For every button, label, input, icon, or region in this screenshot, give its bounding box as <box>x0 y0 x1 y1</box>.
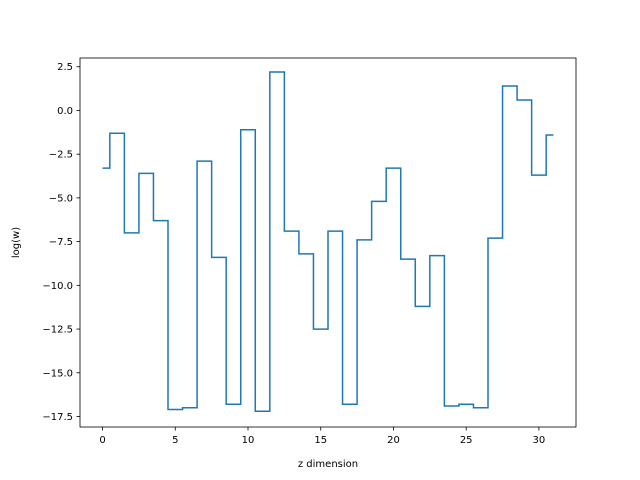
series-line-0 <box>102 71 554 413</box>
x-tick-label: 30 <box>533 435 546 446</box>
y-axis-label: log(w) <box>11 227 22 258</box>
y-tick-label: 0.0 <box>57 106 73 117</box>
y-tick-label: 2.5 <box>57 62 73 73</box>
x-tick-label: 25 <box>460 435 473 446</box>
y-tick-label: −5.0 <box>49 193 73 204</box>
x-tick-label: 0 <box>99 435 105 446</box>
x-tick-label: 5 <box>172 435 178 446</box>
plot-area-frame <box>79 57 577 428</box>
y-tick-label: −2.5 <box>49 150 73 161</box>
y-tick-label: −12.5 <box>42 325 73 336</box>
plot-content <box>102 71 554 413</box>
y-tick-label: −15.0 <box>42 368 73 379</box>
x-tick-label: 20 <box>387 435 400 446</box>
y-tick-label: −17.5 <box>42 412 73 423</box>
x-tick-label: 10 <box>242 435 255 446</box>
y-tick-label: −7.5 <box>49 237 73 248</box>
y-tick-label: −10.0 <box>42 281 73 292</box>
x-tick-label: 15 <box>314 435 327 446</box>
x-axis-label: z dimension <box>298 459 358 470</box>
y-axis: 2.5 0.0 −2.5 −5.0 −7.5 −10.0 −12.5 −15.0 −17.5 <box>42 62 80 423</box>
x-axis: 0 5 10 15 20 25 30 <box>99 427 545 446</box>
